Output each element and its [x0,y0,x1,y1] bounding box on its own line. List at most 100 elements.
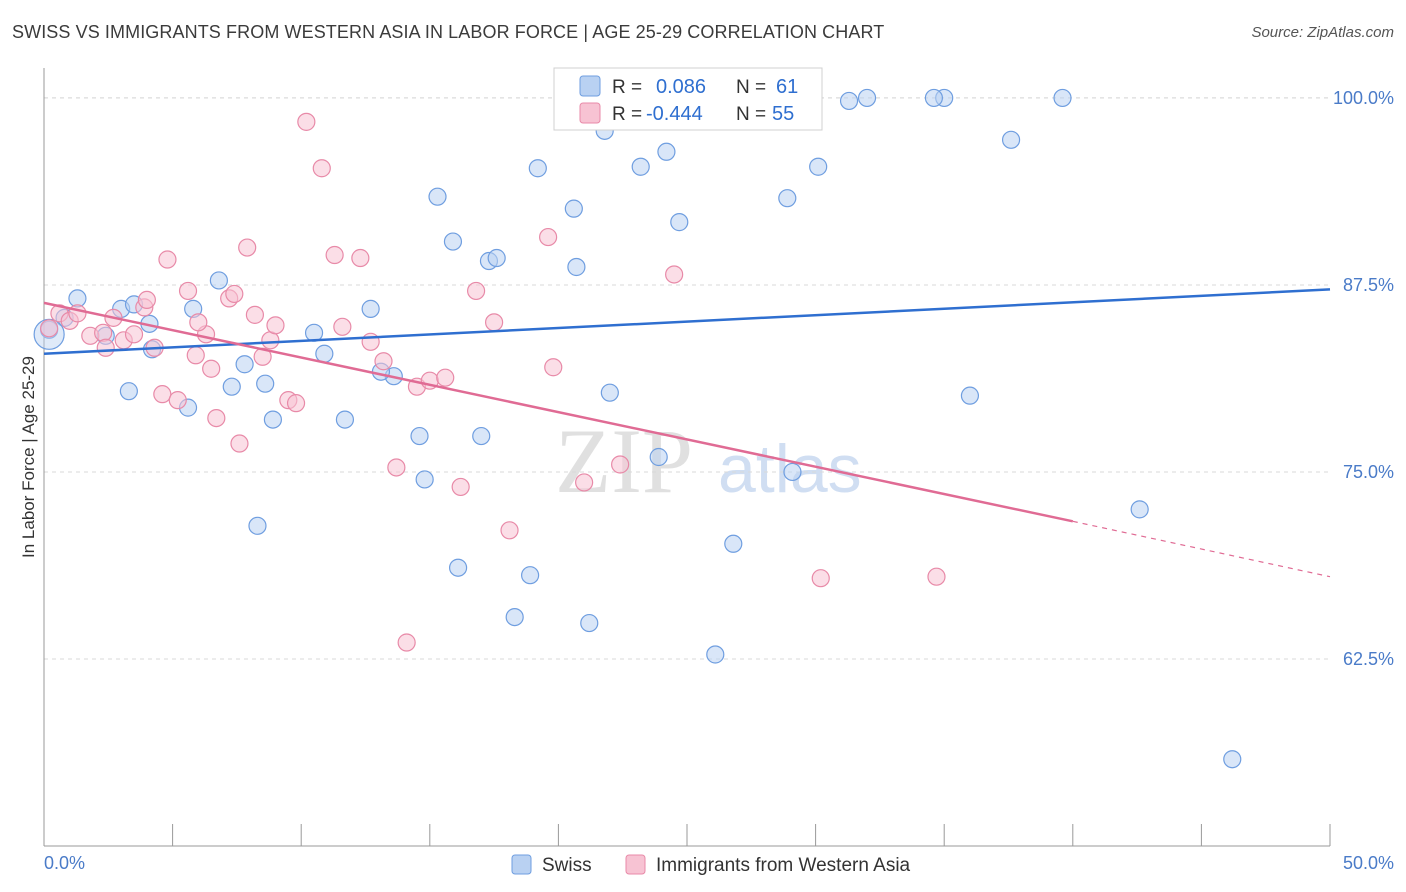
swiss-point [235,355,254,374]
western-asia-point [374,352,393,371]
western-asia-point [387,458,406,477]
western-asia-point [153,385,172,404]
western-asia-point [202,359,221,378]
y-axis-label: In Labor Force | Age 25-29 [19,356,38,558]
western-asia-trend-extension [1072,520,1331,578]
swiss-point [1223,750,1242,769]
swiss-point [580,613,599,633]
western-asia-point [245,305,265,324]
swiss-point [335,410,355,429]
western-asia-point [96,338,115,357]
y-tick-label: 62.5% [1343,649,1394,669]
western-asia-point [451,477,470,497]
source-credit: Source: ZipAtlas.com [1251,24,1394,41]
western-asia-point [168,391,187,410]
swiss-point [600,383,619,402]
western-asia-point [207,409,226,428]
legend-r-value-swiss: 0.086 [656,76,706,98]
swiss-point [567,257,586,277]
western-asia-point [266,316,285,335]
swiss-point [924,88,944,108]
correlation-legend: R = 0.086 N = 61 R = -0.444 N = 55 [553,67,823,131]
bottom-legend-label-western-asia: Immigrants from Western Asia [656,855,911,876]
western-asia-point [40,319,59,338]
legend-r-label-western-asia: R = [612,104,642,125]
legend-r-label-swiss: R = [612,77,642,98]
x-tick-label-max: 50.0% [1343,853,1394,873]
western-asia-point [286,394,306,413]
western-asia-point [230,434,249,453]
swiss-point [960,386,980,405]
legend-n-label-swiss: N = [736,77,766,98]
swiss-point [448,558,468,577]
western-asia-point [186,346,205,365]
swiss-point [222,377,241,396]
swiss-point [724,534,743,553]
bottom-legend-swatch-swiss [511,854,532,875]
western-asia-point [539,227,558,247]
western-asia-point [312,159,331,178]
grid-lines [44,97,1330,660]
swiss-point [839,91,859,111]
western-asia-point [361,332,380,351]
western-asia-point [544,358,563,377]
swiss-point [657,142,676,161]
y-tick-label: 87.5% [1343,275,1394,295]
western-asia-point [811,569,830,588]
swiss-point [649,447,668,467]
western-asia-point [665,265,684,284]
y-tick-labels: 62.5% 75.0% 87.5% 100.0% [1333,88,1394,669]
swiss-point [119,382,138,401]
swiss-point [472,426,491,446]
swiss-point [505,607,524,627]
swiss-point [248,516,267,535]
western-asia-point [333,317,352,336]
western-asia-point [927,567,946,586]
swiss-point [361,299,380,318]
bottom-legend-label-swiss: Swiss [542,855,592,876]
western-asia-point [325,245,344,265]
swiss-point [778,189,797,208]
legend-n-value-western-asia: 55 [772,103,794,125]
swiss-point [706,645,725,664]
swiss-point [415,470,434,489]
legend-swatch-swiss [579,75,601,97]
swiss-point [487,248,506,268]
western-asia-point [397,633,416,652]
western-asia-point [68,304,87,323]
swiss-point [1053,88,1072,108]
western-asia-point [500,521,519,540]
western-asia-point [124,325,144,344]
legend-r-value-western-asia: -0.444 [646,103,703,125]
x-axis-ticks [43,824,1331,846]
chart-title: SWISS VS IMMIGRANTS FROM WESTERN ASIA IN… [12,22,885,42]
swiss-trend-line [43,288,1331,356]
swiss-point [783,462,802,482]
western-asia-point [94,323,113,342]
western-asia-point [158,250,177,269]
western-asia-point [575,473,594,492]
swiss-point [631,157,650,176]
western-asia-point [225,284,244,304]
swiss-point [670,213,689,232]
legend-n-value-swiss: 61 [776,76,798,98]
western-asia-point [466,281,486,301]
western-asia-point [436,368,455,387]
western-asia-point [351,248,370,268]
western-asia-point [611,455,630,474]
legend-n-label-western-asia: N = [736,104,766,125]
x-tick-label-min: 0.0% [44,853,85,873]
series-legend: Swiss Immigrants from Western Asia [511,854,911,876]
western-asia-points [40,112,946,652]
legend-swatch-western-asia [579,102,601,124]
y-tick-label: 100.0% [1333,88,1394,108]
swiss-point [564,199,583,218]
bottom-legend-swatch-western-asia [625,854,646,875]
western-asia-trend-line [43,301,1074,523]
western-asia-point [238,238,257,257]
swiss-point [1001,130,1021,149]
swiss-point [256,374,275,393]
swiss-point [809,157,828,176]
trend-lines [43,288,1331,578]
